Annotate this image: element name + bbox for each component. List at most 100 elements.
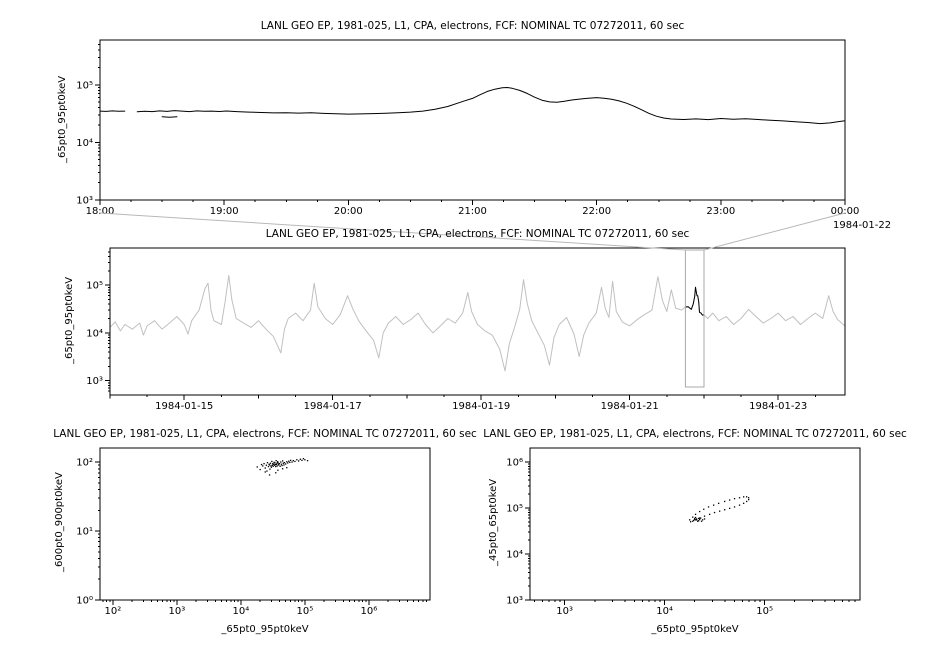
- scatter-600-900-vs-65-95-point: [273, 464, 276, 466]
- scatter-600-900-vs-65-95-point: [281, 464, 283, 467]
- scatter-600-900-vs-65-95-point: [259, 468, 261, 471]
- scatter-45-65-vs-65-95-point: [746, 500, 748, 503]
- scatter-600-900-vs-65-95-point: [291, 461, 293, 463]
- y-tick-label: 10¹: [76, 527, 93, 538]
- x-tick-label: 1984-01-15: [155, 401, 213, 412]
- y-tick-label: 10³: [76, 196, 93, 207]
- x-tick-label: 10⁵: [756, 606, 773, 617]
- plot-border: [109, 247, 846, 396]
- x-tick-label: 10²: [104, 606, 121, 617]
- scatter-45-65-vs-65-95-point: [733, 506, 736, 508]
- scatter-600-900-vs-65-95-point: [302, 458, 305, 460]
- x-tick-label: 1984-01-21: [601, 401, 659, 412]
- flux-highlight-interval: [684, 286, 705, 316]
- y-tick-label: 10³: [86, 376, 103, 387]
- scatter-600-900-vs-65-95-point: [268, 463, 270, 465]
- scatter-600-900-vs-65-95-point: [274, 462, 276, 464]
- panel2-y-axis-label: _65pt0_95pt0keV: [64, 276, 75, 364]
- flux-context: [109, 274, 846, 372]
- scatter-600-900-vs-65-95-point: [304, 459, 306, 461]
- scatter-600-900-vs-65-95-point: [268, 464, 271, 466]
- scatter-600-900-vs-65-95-point: [286, 467, 288, 469]
- scatter-600-900-vs-65-95-point: [286, 461, 288, 463]
- scatter-45-65-vs-65-95-point: [694, 513, 697, 515]
- scatter-600-900-vs-65-95-point: [301, 459, 303, 461]
- x-tick-label: 20:00: [334, 206, 363, 217]
- y-tick-label: 10³: [506, 596, 523, 607]
- scatter-45-65-vs-65-95-point: [694, 516, 697, 519]
- x-tick-label: 19:00: [210, 206, 239, 217]
- scatter-45-65-vs-65-95-point: [718, 502, 720, 504]
- scatter-600-900-vs-65-95-point: [280, 463, 283, 465]
- scatter-45-65-vs-65-95-point: [743, 502, 745, 504]
- scatter-600-900-vs-65-95-point: [256, 466, 258, 468]
- scatter-600-900-vs-65-95-point: [267, 465, 270, 468]
- y-tick-label: 10⁵: [76, 80, 93, 91]
- panel4-y-axis-label: _45pt0_65pt0keV: [488, 478, 499, 566]
- scatter-600-900-vs-65-95-point: [266, 470, 268, 472]
- scatter-45-65-vs-65-95-point: [703, 515, 706, 517]
- x-tick-label: 10⁶: [361, 606, 378, 617]
- flux-65-95keV: [99, 87, 846, 125]
- scatter-45-65-vs-65-95-point: [703, 518, 706, 520]
- scatter-45-65-vs-65-95-point: [738, 497, 741, 499]
- y-tick-label: 10⁵: [86, 281, 103, 292]
- scatter-600-900-vs-65-95-point: [289, 461, 291, 463]
- scatter-45-65-vs-65-95-point: [690, 521, 692, 523]
- y-tick-label: 10⁰: [76, 596, 93, 607]
- scatter-600-900-vs-65-95-point: [282, 462, 284, 464]
- scatter-45-65-vs-65-95-point: [707, 506, 710, 508]
- scatter-45-65-vs-65-95-point: [724, 509, 726, 511]
- panel4-title: LANL GEO EP, 1981-025, L1, CPA, electron…: [483, 428, 907, 440]
- scatter-45-65-vs-65-95-point: [698, 520, 700, 522]
- scatter-45-65-vs-65-95-point: [733, 498, 736, 500]
- scatter-45-65-vs-65-95-point: [696, 518, 698, 520]
- scatter-45-65-vs-65-95-point: [746, 496, 748, 498]
- scatter-600-900-vs-65-95-point: [275, 460, 277, 462]
- x-tick-label: 10³: [168, 606, 185, 617]
- panel2-title: LANL GEO EP, 1981-025, L1, CPA, electron…: [265, 228, 690, 240]
- panel1-title: LANL GEO EP, 1981-025, L1, CPA, electron…: [260, 20, 685, 32]
- scatter-45-65-vs-65-95-point: [700, 517, 702, 519]
- panel3-x-axis-label: _65pt0_95pt0keV: [221, 624, 309, 635]
- scatter-600-900-vs-65-95-point: [275, 463, 278, 466]
- x-tick-label: 10⁴: [656, 606, 673, 617]
- scatter-600-900-vs-65-95-point: [271, 464, 273, 466]
- x-tick-label: 00:00: [831, 206, 860, 217]
- scatter-45-65-vs-65-95-point: [713, 511, 716, 514]
- scatter-600-900-vs-65-95-point: [285, 463, 287, 465]
- scatter-45-65-vs-65-95-point: [713, 504, 715, 506]
- scatter-45-65-vs-65-95-point: [729, 507, 731, 509]
- panel4-x-axis-label: _65pt0_95pt0keV: [651, 624, 739, 635]
- scatter-600-900-vs-65-95-point: [266, 462, 269, 464]
- panel1-context-date: 1984-01-22: [833, 220, 892, 231]
- scatter-600-900-vs-65-95-point: [278, 464, 280, 466]
- x-tick-label: 1984-01-19: [452, 401, 510, 412]
- scatter-45-65-vs-65-95-point: [698, 517, 700, 520]
- scatter-45-65-vs-65-95-point: [709, 513, 711, 515]
- x-tick-label: 1984-01-17: [304, 401, 362, 412]
- y-tick-label: 10⁴: [506, 549, 523, 560]
- scatter-45-65-vs-65-95-point: [700, 520, 703, 522]
- scatter-45-65-vs-65-95-point: [702, 519, 704, 521]
- scatter-600-900-vs-65-95-point: [298, 460, 300, 462]
- scatter-600-900-vs-65-95-point: [282, 468, 284, 470]
- scatter-45-65-vs-65-95-point: [748, 499, 750, 501]
- scatter-600-900-vs-65-95-point: [268, 474, 271, 476]
- scatter-600-900-vs-65-95-point: [287, 462, 289, 464]
- panel3-title: LANL GEO EP, 1981-025, L1, CPA, electron…: [53, 428, 477, 440]
- x-tick-label: 10³: [556, 606, 573, 617]
- scatter-600-900-vs-65-95-point: [277, 461, 279, 463]
- scatter-600-900-vs-65-95-point: [275, 465, 277, 468]
- y-tick-label: 10²: [76, 458, 93, 469]
- scatter-45-65-vs-65-95-point: [694, 517, 696, 520]
- x-tick-label: 22:00: [582, 206, 611, 217]
- scatter-600-900-vs-65-95-point: [276, 462, 278, 464]
- scatter-600-900-vs-65-95-point: [263, 463, 265, 465]
- y-tick-label: 10⁶: [506, 457, 523, 468]
- scatter-600-900-vs-65-95-point: [292, 460, 294, 462]
- y-tick-label: 10⁴: [86, 328, 103, 339]
- scatter-600-900-vs-65-95-point: [273, 463, 275, 465]
